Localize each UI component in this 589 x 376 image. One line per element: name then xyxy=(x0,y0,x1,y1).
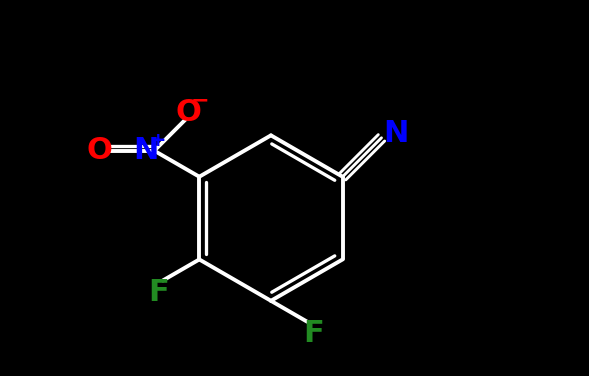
Text: +: + xyxy=(150,131,167,150)
Text: F: F xyxy=(303,319,324,348)
Text: −: − xyxy=(191,91,210,111)
Text: O: O xyxy=(87,136,112,165)
Text: N: N xyxy=(383,119,408,148)
Text: N: N xyxy=(134,136,159,165)
Text: F: F xyxy=(148,278,169,307)
Text: O: O xyxy=(175,99,201,127)
